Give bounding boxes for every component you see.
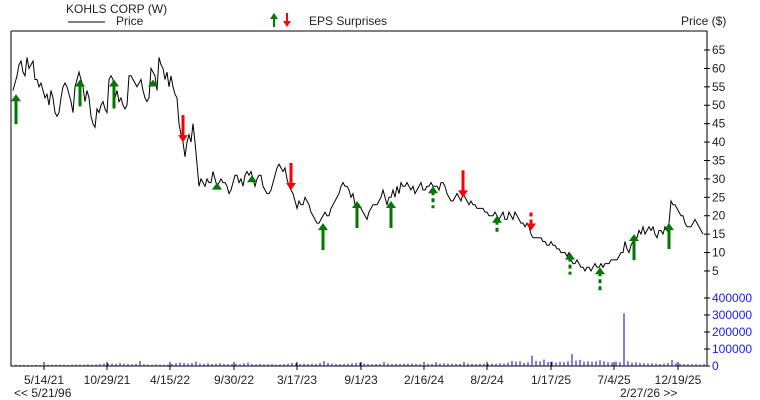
eps-beat-arrow-icon (109, 79, 119, 109)
eps-beat-arrow-icon (595, 267, 605, 294)
price-tick-label: 50 (712, 98, 726, 112)
eps-beat-arrow-icon (492, 215, 502, 234)
price-tick-label: 10 (712, 246, 726, 260)
volume-axis: 0 100000 200000 300000 400000 (704, 291, 752, 373)
chart-title: KOHLS CORP (W) (66, 2, 167, 16)
volume-bars (15, 313, 705, 366)
eps-up-legend-icon (270, 13, 278, 27)
volume-tick-label: 0 (712, 359, 719, 373)
date-axis: 5/14/21 10/29/21 4/15/22 9/30/22 3/17/23 9/1/… (24, 362, 702, 387)
volume-tick-label: 300000 (712, 308, 752, 322)
eps-beat-arrow-icon (428, 186, 438, 209)
prev-range-link[interactable]: << 5/21/96 (14, 386, 72, 400)
eps-miss-arrow-icon (458, 170, 468, 198)
eps-miss-arrow-icon (178, 115, 188, 143)
date-tick-label: 8/2/24 (470, 373, 504, 387)
eps-beat-arrow-icon (629, 234, 639, 261)
eps-miss-arrow-icon (526, 212, 536, 231)
date-tick-label: 9/30/22 (214, 373, 254, 387)
date-tick-label: 7/4/25 (597, 373, 631, 387)
eps-beat-arrow-icon (565, 252, 575, 275)
price-line (12, 57, 704, 273)
eps-beat-arrow-icon (664, 223, 674, 250)
date-tick-label: 9/1/23 (344, 373, 378, 387)
eps-down-legend-icon (283, 13, 291, 27)
date-tick-label: 1/17/25 (531, 373, 571, 387)
eps-beat-arrow-icon (11, 94, 21, 125)
price-tick-label: 55 (712, 80, 726, 94)
date-tick-label: 4/15/22 (150, 373, 190, 387)
eps-beat-arrow-icon (352, 201, 362, 229)
date-tick-label: 2/16/24 (404, 373, 444, 387)
price-tick-label: 45 (712, 117, 726, 131)
eps-beat-arrow-icon (212, 182, 222, 190)
eps-surprise-markers (11, 79, 674, 294)
price-tick-label: 20 (712, 209, 726, 223)
next-range-link[interactable]: 2/27/26 >> (620, 386, 677, 400)
eps-miss-arrow-icon (286, 162, 296, 190)
price-axis-title: Price ($) (681, 14, 726, 28)
volume-tick-label: 400000 (712, 291, 752, 305)
eps-legend-label: EPS Surprises (309, 14, 387, 28)
price-tick-label: 15 (712, 227, 726, 241)
price-tick-label: 5 (712, 264, 719, 278)
price-tick-label: 65 (712, 43, 726, 57)
date-tick-label: 12/19/25 (655, 373, 702, 387)
date-tick-label: 10/29/21 (84, 373, 131, 387)
eps-beat-arrow-icon (386, 201, 396, 229)
price-axis: 5 10 15 20 25 30 35 40 45 50 55 60 65 (704, 43, 726, 278)
price-tick-label: 30 (712, 172, 726, 186)
price-tick-label: 35 (712, 153, 726, 167)
volume-tick-label: 200000 (712, 325, 752, 339)
date-tick-label: 5/14/21 (24, 373, 64, 387)
date-tick-label: 3/17/23 (277, 373, 317, 387)
volume-tick-label: 100000 (712, 342, 752, 356)
eps-beat-arrow-icon (75, 79, 85, 107)
price-legend-label: Price (116, 14, 144, 28)
price-tick-label: 25 (712, 190, 726, 204)
price-tick-label: 40 (712, 135, 726, 149)
eps-beat-arrow-icon (148, 79, 158, 87)
price-tick-label: 60 (712, 61, 726, 75)
eps-beat-arrow-icon (318, 223, 328, 251)
plot-frame (10, 30, 708, 367)
eps-beat-arrow-icon (247, 175, 257, 183)
